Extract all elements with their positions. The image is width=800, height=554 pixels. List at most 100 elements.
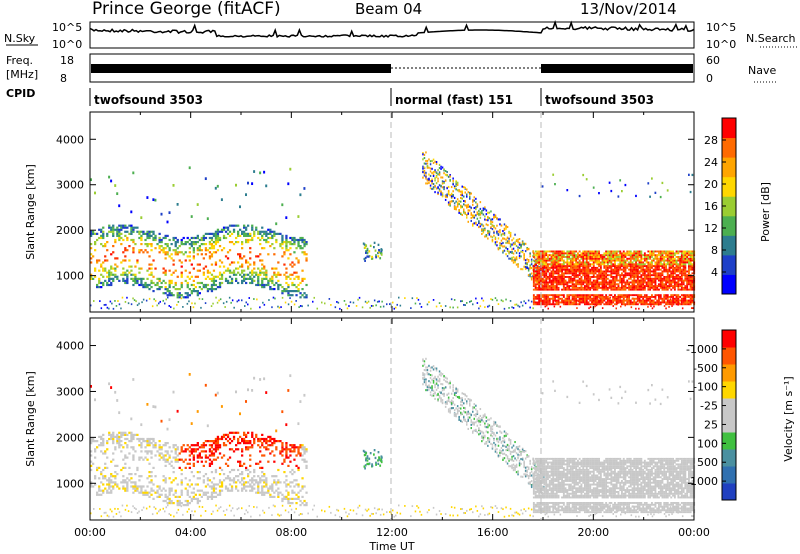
scatter-cell xyxy=(582,257,585,260)
scatter-cell xyxy=(582,266,585,269)
scatter-cell xyxy=(122,487,125,490)
scatter-cell xyxy=(128,479,131,482)
scatter-cell xyxy=(114,238,117,242)
scatter-cell xyxy=(484,208,486,211)
scatter-cell xyxy=(532,252,535,255)
scatter-cell xyxy=(606,297,609,300)
scatter-cell xyxy=(132,454,135,457)
scatter-cell xyxy=(535,280,537,283)
scatter-cell xyxy=(673,286,676,289)
cpid-row: CPID twofsound 3503 normal (fast) 151 tw… xyxy=(6,87,654,107)
scatter-cell xyxy=(202,475,205,478)
scatter-cell xyxy=(174,477,177,480)
scatter-cell xyxy=(100,473,103,476)
scatter-cell xyxy=(619,261,622,264)
scatter-cell xyxy=(434,160,436,163)
scatter-cell xyxy=(587,277,590,280)
scatter-cell xyxy=(429,174,432,177)
scatter-cell xyxy=(592,281,595,284)
scatter-cell xyxy=(573,283,576,286)
scatter-cell xyxy=(518,254,521,257)
scatter-cell xyxy=(638,299,641,302)
scatter-cell xyxy=(118,411,121,415)
scatter-cell xyxy=(212,245,216,248)
scatter-cell xyxy=(642,254,645,257)
scatter-cell xyxy=(677,297,680,300)
scatter-cell xyxy=(186,499,189,503)
scatter-cell xyxy=(204,243,208,246)
scatter-cell xyxy=(134,243,137,246)
scatter-cell xyxy=(269,230,272,233)
scatter-cell xyxy=(361,306,364,309)
scatter-cell xyxy=(559,274,562,277)
scatter-cell xyxy=(92,230,95,233)
scatter-cell xyxy=(529,252,531,255)
scatter-cell xyxy=(162,444,165,447)
scatter-cell xyxy=(277,283,280,287)
scatter-cell xyxy=(575,279,578,282)
scatter-cell xyxy=(224,433,228,436)
scatter-cell xyxy=(547,276,549,278)
scatter-cell xyxy=(571,277,574,280)
scatter-cell xyxy=(541,281,544,284)
scatter-cell xyxy=(216,236,220,240)
scatter-cell xyxy=(121,296,124,299)
scatter-cell xyxy=(358,296,361,299)
scatter-cell xyxy=(587,288,590,291)
scatter-cell xyxy=(512,261,515,264)
scatter-cell xyxy=(552,259,555,262)
scatter-cell xyxy=(640,259,643,262)
scatter-cell xyxy=(684,268,687,271)
scatter-cell xyxy=(689,257,692,260)
scatter-cell xyxy=(218,444,222,447)
scatter-cell xyxy=(176,288,179,291)
scatter-cell xyxy=(379,305,382,308)
scatter-cell xyxy=(239,253,242,256)
scatter-cell xyxy=(592,186,595,189)
scatter-cell xyxy=(216,444,220,447)
scatter-cell xyxy=(599,281,602,284)
scatter-cell xyxy=(619,257,622,260)
scatter-cell xyxy=(555,250,558,253)
scatter-cell xyxy=(569,301,572,304)
scatter-cell xyxy=(543,296,546,298)
scatter-cell xyxy=(214,446,218,449)
scatter-cell xyxy=(265,232,268,235)
colorbar-tick-label: 28 xyxy=(704,134,718,147)
scatter-cell xyxy=(200,444,203,447)
scatter-cell xyxy=(631,285,634,288)
scatter-cell xyxy=(255,271,258,274)
scatter-cell xyxy=(281,255,284,258)
scatter-cell xyxy=(365,250,367,253)
scatter-cell xyxy=(541,252,544,255)
scatter-cell xyxy=(670,261,673,264)
scatter-cell xyxy=(452,200,454,203)
scatter-cell xyxy=(458,211,460,214)
scatter-cell xyxy=(140,437,143,441)
scatter-cell xyxy=(423,169,426,172)
scatter-cell xyxy=(626,257,629,260)
scatter-cell xyxy=(647,297,650,300)
scatter-cell xyxy=(208,241,212,244)
scatter-cell xyxy=(118,232,121,235)
scatter-cell xyxy=(94,483,97,486)
scatter-cell xyxy=(663,265,666,268)
scatter-cell xyxy=(204,493,208,496)
scatter-cell xyxy=(665,285,667,288)
scatter-cell xyxy=(190,263,193,266)
scatter-cell xyxy=(610,189,613,193)
scatter-cell xyxy=(120,226,123,229)
scatter-cell xyxy=(206,217,209,221)
scatter-cell xyxy=(214,238,218,242)
scatter-cell xyxy=(291,283,294,287)
scatter-cell xyxy=(303,187,306,190)
scatter-cell xyxy=(547,281,549,284)
scatter-cell xyxy=(461,185,464,188)
scatter-cell xyxy=(622,279,625,282)
scatter-cell xyxy=(108,226,111,229)
scatter-cell xyxy=(577,265,579,268)
scatter-cell xyxy=(682,270,685,273)
scatter-cell xyxy=(610,257,613,260)
scatter-cell xyxy=(578,303,581,306)
scatter-cell xyxy=(423,157,426,160)
